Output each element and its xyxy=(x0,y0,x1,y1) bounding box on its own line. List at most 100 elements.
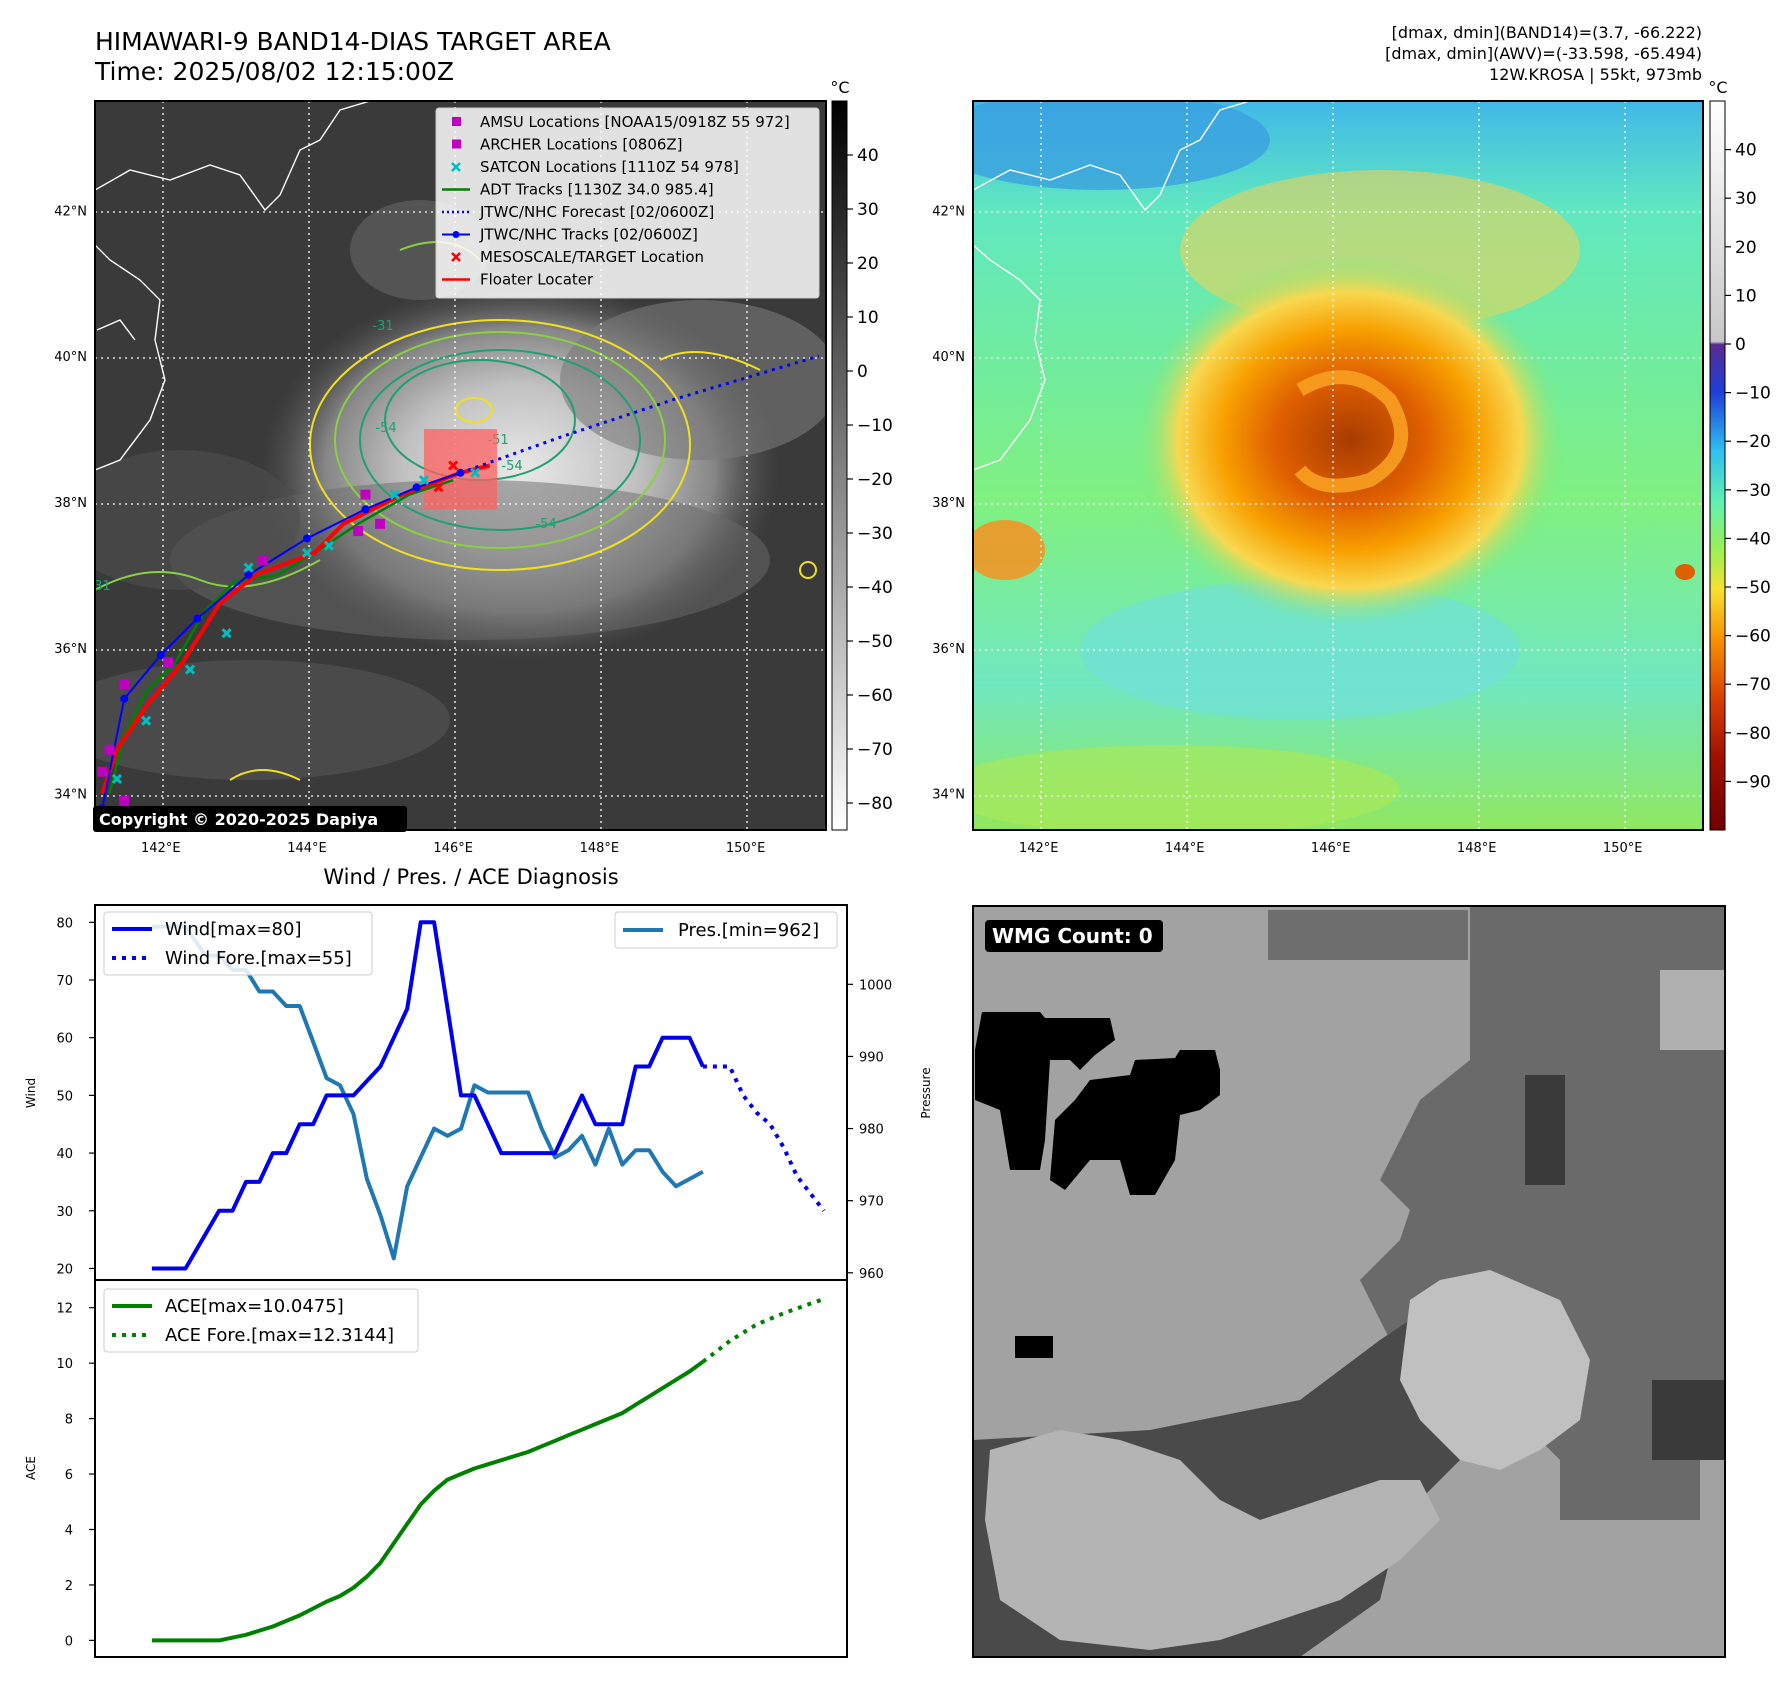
awv-cbar-tick-8: −40 xyxy=(1735,529,1771,549)
legend-entry-7: Floater Locater xyxy=(442,271,594,289)
jtwc-point-4 xyxy=(244,570,253,579)
satcon-point-1 xyxy=(141,715,152,726)
amsu-point-5 xyxy=(375,518,386,529)
pressure-tick-2: 980 xyxy=(859,1123,884,1138)
ir-cbar-tick-11: −70 xyxy=(857,740,893,760)
awv-colorbar-ticks: 40 30 20 10 0 −10 −20 −30 −40 −50 −60 −70 −80 −90 xyxy=(1725,141,1771,792)
lat-tick-0-2: 38°N xyxy=(54,496,87,511)
legend-entry-6: MESOSCALE/TARGET Location xyxy=(451,248,704,266)
pressure-line xyxy=(151,924,704,1261)
legend-label-3: ADT Tracks [1130Z 34.0 985.4] xyxy=(480,181,714,199)
legend-label-1: ARCHER Locations [0806Z] xyxy=(480,136,683,154)
awv-storm xyxy=(1135,255,1565,625)
ir-clouds xyxy=(95,200,826,780)
awv-east-cell xyxy=(1675,564,1695,580)
ir-cbar-tick-6: −20 xyxy=(857,470,893,490)
wmg-dark-corner xyxy=(1652,1380,1725,1460)
legend-pressure: Pres.[min=962] xyxy=(678,920,819,941)
ace-line xyxy=(151,1360,705,1643)
satcon-point-9 xyxy=(470,467,481,478)
wind-line xyxy=(151,920,705,1271)
ace-y-ticks: 0 2 4 6 8 10 12 xyxy=(56,1302,95,1649)
awv-moist-south xyxy=(973,745,1400,830)
awv-cbar-tick-9: −50 xyxy=(1735,578,1771,598)
wind-pressure-chart: 20 30 40 50 60 70 80 960 970 980 990 1000 Wind Pre… xyxy=(24,904,933,1282)
pressure-tick-0: 960 xyxy=(859,1267,884,1282)
lat-tick-1-2: 38°N xyxy=(932,496,965,511)
ir-cbar-tick-7: −30 xyxy=(857,524,893,544)
awv-cbar-tick-2: 20 xyxy=(1735,238,1757,258)
pressure-legend: Pres.[min=962] xyxy=(614,911,838,949)
legend-entry-5: JTWC/NHC Tracks [02/0600Z] xyxy=(442,226,698,244)
jtwc-point-7 xyxy=(412,483,421,492)
ace-tick-1: 2 xyxy=(65,1579,73,1594)
pressure-tick-3: 990 xyxy=(859,1050,884,1065)
awv-cbar-tick-11: −70 xyxy=(1735,675,1771,695)
awv-coastline xyxy=(973,101,1251,471)
legend-entry-4: JTWC/NHC Forecast [02/0600Z] xyxy=(442,203,714,221)
ir-cbar-tick-8: −40 xyxy=(857,578,893,598)
awv-cbar-tick-10: −60 xyxy=(1735,627,1771,647)
lon-tick-0-0: 142°E xyxy=(141,841,181,856)
ace-tick-5: 10 xyxy=(56,1357,73,1372)
wmg-black-cell-west xyxy=(975,1012,1115,1170)
ir-cbar-tick-12: −80 xyxy=(857,794,893,814)
wind-ylabel: Wind xyxy=(24,1078,38,1108)
amsu-point-6 xyxy=(360,489,371,500)
awv-panel: °C 40 30 20 10 0 −10 −20 −30 −40 −50 −60 −70 −80 −90 xyxy=(972,78,1771,831)
awv-west-cell xyxy=(973,520,1045,580)
legend-wind-fore: Wind Fore.[max=55] xyxy=(165,948,352,969)
wmg-bright-core xyxy=(1400,1270,1590,1470)
satcon-point-2 xyxy=(184,664,196,675)
ace-tick-6: 12 xyxy=(56,1302,73,1317)
awv-cbar-tick-12: −80 xyxy=(1735,724,1771,744)
contour-label-2: -54 xyxy=(501,459,522,474)
lon-tick-0-4: 150°E xyxy=(726,841,766,856)
ir-colorbar-ticks: 40 30 20 10 0 −10 −20 −30 −40 −50 −60 −70 −80 xyxy=(847,146,893,814)
legend-entry-3: ADT Tracks [1130Z 34.0 985.4] xyxy=(442,181,714,199)
satcon-point-8 xyxy=(418,475,430,486)
jtwc-point-1 xyxy=(120,694,129,703)
wmg-label: WMG Count: 0 xyxy=(992,924,1153,948)
wmg-black-cell-small xyxy=(1015,1336,1053,1358)
lon-tick-1-0: 142°E xyxy=(1019,841,1059,856)
amsu-point-7 xyxy=(119,795,130,806)
contour-label-0: -31 xyxy=(372,319,393,334)
jtwc-point-5 xyxy=(302,534,311,543)
lon-tick-0-1: 144°E xyxy=(287,841,327,856)
lat-tick-0-1: 40°N xyxy=(54,350,87,365)
ir-legend: AMSU Locations [NOAA15/0918Z 55 972] ARCH… xyxy=(435,107,820,299)
awv-colorbar xyxy=(1709,100,1726,831)
legend-wind: Wind[max=80] xyxy=(165,919,302,940)
amsu-point-3 xyxy=(258,555,269,566)
wind-y-ticks: 20 30 40 50 60 70 80 xyxy=(56,916,95,1277)
legend-label-7: Floater Locater xyxy=(480,271,594,289)
lon-tick-0-3: 148°E xyxy=(580,841,620,856)
ir-cbar-tick-4: 0 xyxy=(857,362,868,382)
wmg-frame xyxy=(972,905,1726,1658)
ace-chart: 0 2 4 6 8 10 12 ACE ACE[max=10.0475] ACE Fore.… xyxy=(24,1279,848,1658)
adt-track xyxy=(108,478,454,794)
ir-cbar-tick-0: 40 xyxy=(857,146,879,166)
ir-tracks xyxy=(97,354,820,821)
wind-legend: Wind[max=80] Wind Fore.[max=55] xyxy=(103,911,373,976)
amsu-point-2 xyxy=(163,657,174,668)
wmg-bright-band xyxy=(985,1430,1440,1650)
target-point-1 xyxy=(433,482,444,493)
ace-tick-0: 0 xyxy=(65,1634,73,1649)
legend-label-0: AMSU Locations [NOAA15/0918Z 55 972] xyxy=(480,113,790,131)
satcon-point-7 xyxy=(389,489,400,500)
floater-track xyxy=(100,463,491,795)
ir-contour-labels: -31-54-54-54-51-31 xyxy=(95,319,557,594)
lat-tick-1-1: 40°N xyxy=(932,350,965,365)
satcon-point-4 xyxy=(243,562,254,573)
legend-ace-fore: ACE Fore.[max=12.3144] xyxy=(165,1325,394,1346)
lat-tick-1-4: 34°N xyxy=(932,788,965,803)
wind-tick-2: 40 xyxy=(56,1147,73,1162)
lat-tick-1-0: 42°N xyxy=(932,204,965,219)
lon-tick-1-1: 144°E xyxy=(1165,841,1205,856)
wind-tick-5: 70 xyxy=(56,974,73,989)
pressure-tick-4: 1000 xyxy=(859,978,892,993)
wind-forecast-line xyxy=(702,1064,826,1213)
